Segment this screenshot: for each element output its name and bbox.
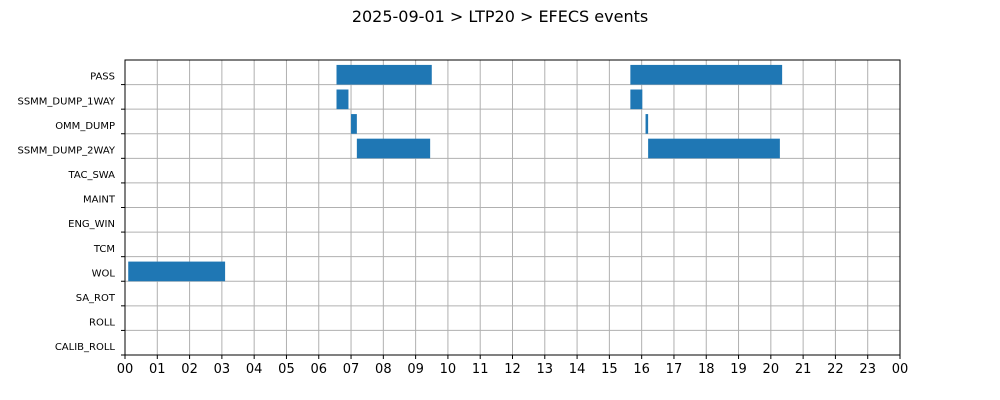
x-tick-label: 19 <box>730 362 747 377</box>
y-category-label-ssmm-dump-2way: SSMM_DUMP_2WAY <box>17 145 115 156</box>
x-tick-label: 09 <box>407 362 424 377</box>
x-tick-label: 16 <box>633 362 650 377</box>
y-category-label-calib-roll: CALIB_ROLL <box>55 342 116 353</box>
event-bar-ssmm-dump-2way <box>648 138 780 159</box>
x-tick-label: 00 <box>892 362 909 377</box>
x-tick-label: 18 <box>698 362 715 377</box>
x-tick-label: 13 <box>537 362 554 377</box>
x-tick-label: 01 <box>149 362 166 377</box>
y-category-label-eng-win: ENG_WIN <box>68 219 115 230</box>
x-tick-label: 20 <box>763 362 780 377</box>
x-tick-label: 05 <box>278 362 295 377</box>
x-tick-label: 11 <box>472 362 489 377</box>
event-bar-ssmm-dump-1way <box>336 89 349 110</box>
event-bar-ssmm-dump-2way <box>356 138 431 159</box>
y-category-label-roll: ROLL <box>89 318 115 329</box>
y-category-label-pass: PASS <box>90 72 115 83</box>
x-tick-label: 02 <box>181 362 198 377</box>
x-tick-label: 21 <box>795 362 812 377</box>
y-category-label-ssmm-dump-1way: SSMM_DUMP_1WAY <box>17 96 115 107</box>
event-bar-wol <box>128 261 226 282</box>
x-tick-label: 17 <box>666 362 683 377</box>
chart-title: 2025-09-01 > LTP20 > EFECS events <box>352 7 648 26</box>
y-category-label-wol: WOL <box>92 268 116 279</box>
x-tick-label: 07 <box>343 362 360 377</box>
x-tick-label: 03 <box>214 362 231 377</box>
x-tick-label: 06 <box>310 362 327 377</box>
grid-layer <box>125 60 900 355</box>
event-bar-pass <box>336 64 432 85</box>
x-tick-label: 14 <box>569 362 586 377</box>
y-category-label-sa-rot: SA_ROT <box>76 293 116 304</box>
event-bar-omm-dump <box>351 114 357 134</box>
event-bar-ssmm-dump-1way <box>630 89 643 110</box>
x-tick-label: 04 <box>246 362 263 377</box>
y-category-label-maint: MAINT <box>83 195 116 206</box>
event-bar-omm-dump <box>645 114 649 134</box>
x-tick-label: 22 <box>827 362 844 377</box>
x-tick-label: 00 <box>117 362 134 377</box>
x-tick-label: 23 <box>859 362 876 377</box>
event-bars <box>128 64 783 282</box>
event-bar-pass <box>630 64 783 85</box>
y-category-label-omm-dump: OMM_DUMP <box>55 121 115 132</box>
y-category-label-tcm: TCM <box>93 244 115 255</box>
x-tick-label: 15 <box>601 362 618 377</box>
y-category-label-tac-swa: TAC_SWA <box>67 170 115 181</box>
x-tick-label: 12 <box>504 362 521 377</box>
axis-layer: 00 01 02 03 04 05 06 07 08 09 10 11 12 13 14 15 16 17 18 19… <box>17 72 908 377</box>
x-tick-label: 08 <box>375 362 392 377</box>
x-tick-label: 10 <box>440 362 457 377</box>
